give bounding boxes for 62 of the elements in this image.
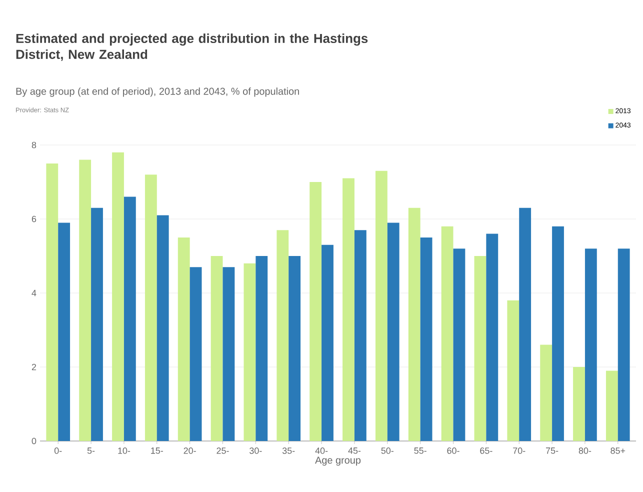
bar — [124, 196, 136, 441]
y-tick-label: 4 — [32, 290, 36, 296]
bar — [288, 256, 301, 441]
x-tick-label: 35- — [282, 448, 295, 454]
bar — [310, 182, 322, 441]
y-tick-label: 8 — [32, 142, 36, 148]
x-axis-title: Age group — [315, 456, 361, 466]
chart-subtitle: By age group (at end of period), 2013 and 2043, % of population — [16, 88, 299, 97]
bar — [507, 300, 520, 441]
bar — [618, 248, 630, 441]
x-tick-label: 80- — [578, 448, 592, 454]
bar — [387, 222, 400, 441]
x-tick-label: 30- — [250, 448, 262, 454]
x-tick-label: 25- — [216, 448, 229, 454]
bar — [276, 230, 289, 441]
bar — [322, 244, 334, 441]
x-tick-label: 15- — [151, 448, 163, 454]
bar — [408, 208, 420, 441]
bar — [256, 256, 268, 441]
x-tick-label: 5- — [87, 448, 95, 454]
x-tick-label: 60- — [447, 448, 460, 454]
x-tick-label: 50- — [381, 448, 394, 454]
y-tick-label: 2 — [32, 364, 36, 370]
bar — [552, 226, 564, 441]
bar — [519, 208, 532, 441]
y-tick-label: 6 — [32, 216, 36, 222]
bar — [178, 238, 190, 441]
bar — [46, 164, 58, 441]
bar — [606, 370, 618, 441]
bar — [342, 178, 354, 441]
bar — [573, 367, 585, 441]
bar — [441, 226, 454, 441]
chart-title: Estimated and projected age distribution in the Hastings District, New Zealand — [16, 34, 368, 61]
bar — [486, 234, 498, 441]
x-tick-label: 45- — [348, 448, 361, 454]
bar — [375, 170, 388, 441]
bar — [222, 267, 235, 441]
bar — [91, 208, 103, 441]
bar — [420, 238, 432, 441]
bar — [540, 344, 552, 441]
x-tick-label: 20- — [184, 448, 196, 454]
x-tick-label: 55- — [414, 448, 426, 454]
bar — [210, 256, 223, 441]
bar — [354, 230, 366, 441]
x-tick-label: 65- — [480, 448, 492, 454]
x-tick-label: 0- — [54, 448, 62, 454]
x-tick-label: 40- — [315, 448, 328, 454]
bar — [112, 152, 124, 441]
x-tick-label: 10- — [118, 448, 130, 454]
bar — [453, 248, 466, 441]
bar — [156, 215, 169, 441]
bar — [144, 174, 157, 441]
x-tick-label: 75- — [546, 448, 558, 454]
bar — [190, 267, 202, 441]
bar — [244, 263, 256, 441]
x-tick-label: 85+ — [610, 448, 626, 454]
x-tick-label: 70- — [513, 448, 526, 454]
bar — [584, 248, 597, 441]
bar — [58, 222, 70, 441]
bar — [79, 160, 92, 441]
bar — [474, 256, 486, 441]
y-tick-label: 0 — [32, 438, 36, 444]
